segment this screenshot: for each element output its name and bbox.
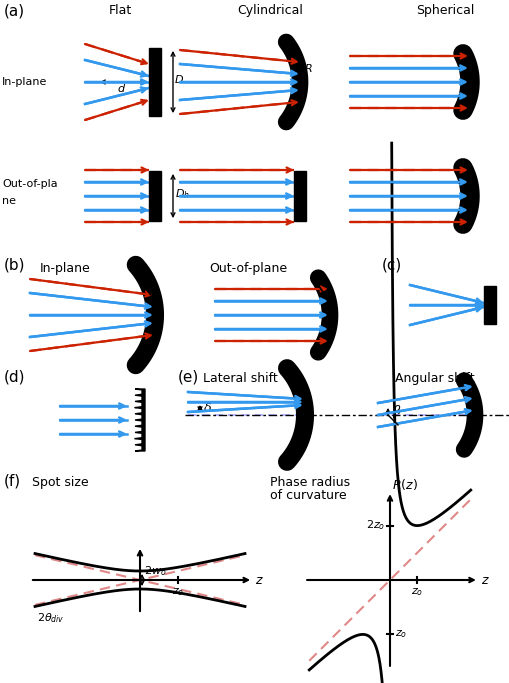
- Polygon shape: [135, 389, 145, 451]
- Text: d: d: [117, 84, 124, 94]
- Text: $2\theta_{div}$: $2\theta_{div}$: [37, 612, 65, 626]
- Text: $\delta$: $\delta$: [203, 402, 212, 415]
- Text: (a): (a): [4, 4, 25, 19]
- Text: ne: ne: [2, 196, 16, 206]
- Text: z: z: [480, 574, 486, 587]
- Text: (c): (c): [381, 258, 402, 273]
- Text: (b): (b): [4, 258, 25, 273]
- Text: $R_s$: $R_s$: [326, 308, 339, 322]
- Text: $2w_o$: $2w_o$: [144, 564, 166, 578]
- Text: $\beta$: $\beta$: [391, 404, 401, 421]
- Text: (f): (f): [4, 474, 21, 489]
- Text: R: R: [304, 64, 312, 74]
- Text: Angular shift: Angular shift: [394, 372, 474, 385]
- Text: Out-of-pla: Out-of-pla: [2, 179, 58, 189]
- Bar: [149, 171, 161, 221]
- Text: $2z_o$: $2z_o$: [365, 518, 384, 533]
- Text: Spot size: Spot size: [32, 476, 88, 489]
- Text: (e): (e): [178, 370, 199, 385]
- Text: $z_o$: $z_o$: [410, 586, 422, 598]
- Text: Phase radius: Phase radius: [269, 476, 350, 489]
- Text: $D_h$: $D_h$: [175, 187, 189, 201]
- Text: Flat: Flat: [108, 4, 131, 17]
- Text: $R_t$: $R_t$: [146, 300, 158, 313]
- Text: In-plane: In-plane: [2, 77, 47, 87]
- Text: $R(z)$: $R(z)$: [391, 477, 417, 492]
- Text: In-plane: In-plane: [40, 262, 90, 275]
- Bar: [149, 48, 161, 116]
- Text: Spherical: Spherical: [415, 4, 473, 17]
- Text: z: z: [254, 574, 261, 587]
- Text: Out-of-plane: Out-of-plane: [209, 262, 287, 275]
- Text: $z_o$: $z_o$: [394, 628, 407, 640]
- Text: $z_o$: $z_o$: [172, 586, 184, 598]
- Text: (d): (d): [4, 370, 25, 385]
- Text: Cylindrical: Cylindrical: [237, 4, 302, 17]
- Text: D: D: [175, 75, 183, 85]
- Bar: [293, 171, 305, 221]
- Text: Lateral shift: Lateral shift: [202, 372, 277, 385]
- Bar: [483, 286, 495, 324]
- Text: of curvature: of curvature: [269, 489, 346, 502]
